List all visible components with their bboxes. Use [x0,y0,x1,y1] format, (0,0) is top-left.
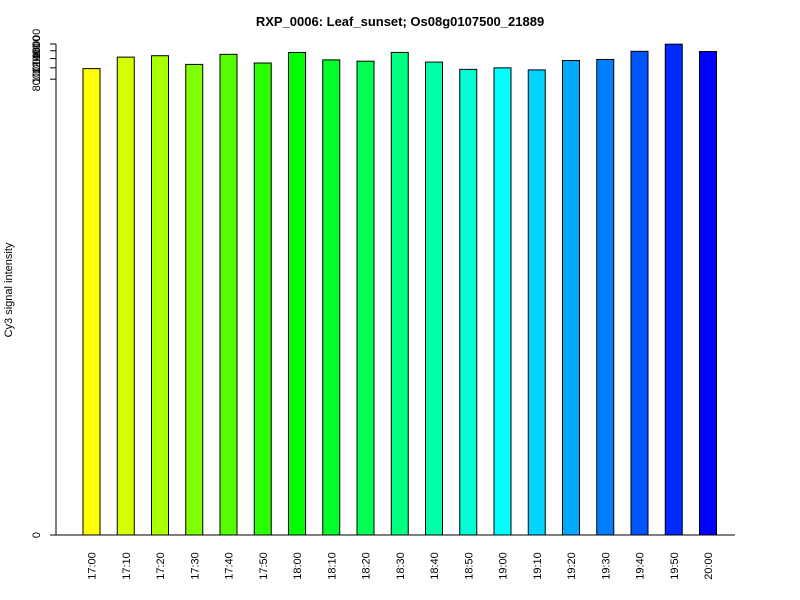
bar [527,69,546,536]
x-tick-label: 18:00 [292,552,304,580]
bar [253,62,272,536]
x-tick-label: 17:40 [224,552,236,580]
bar [219,53,238,536]
x-tick-label: 19:50 [669,552,681,580]
x-tick-label: 19:40 [635,552,647,580]
y-tick-label: 12000 [31,43,43,74]
bar [82,68,101,536]
bar [116,56,135,536]
bar [562,60,580,536]
y-tick-label: 8000 [31,67,43,91]
x-tick-label: 17:20 [155,552,167,580]
x-axis-tick-labels: 17:00 17:10 17:20 17:30 17:40 17:50 18:00 18:10… [87,552,716,580]
bar [322,59,341,536]
x-tick-label: 17:00 [87,552,99,580]
bar [699,51,717,536]
x-tick-label: 17:30 [189,552,201,580]
bar [151,55,169,536]
x-tick-label: 17:50 [258,552,270,580]
bar [493,67,512,536]
x-tick-label: 18:30 [395,552,407,580]
x-tick-label: 18:40 [429,552,441,580]
x-tick-label: 20:00 [703,552,715,580]
bar [390,51,409,536]
x-tick-label: 18:20 [361,552,373,580]
x-tick-label: 18:10 [326,552,338,580]
chart-title: RXP_0006: Leaf_sunset; Os08g0107500_2188… [256,14,544,29]
bar [288,51,306,536]
bar [356,60,375,536]
y-tick-label: 14000 [31,35,43,66]
y-tick-label: 10000 [31,53,43,84]
x-tick-label: 18:50 [463,552,475,580]
bar [664,43,683,536]
bar [596,58,615,536]
y-tick-label: 16000 [31,29,43,60]
bar [425,61,443,536]
y-axis-label: Cy3 signal intensity [3,242,15,337]
x-tick-label: 19:20 [566,552,578,580]
x-tick-label: 19:00 [498,552,510,580]
bars [82,43,717,536]
x-tick-label: 19:10 [532,552,544,580]
x-tick-label: 17:10 [121,552,133,580]
y-tick-label: 0 [31,532,43,538]
x-tick-label: 19:30 [600,552,612,580]
bar [630,50,649,536]
bar [459,68,478,536]
bar [185,63,204,536]
